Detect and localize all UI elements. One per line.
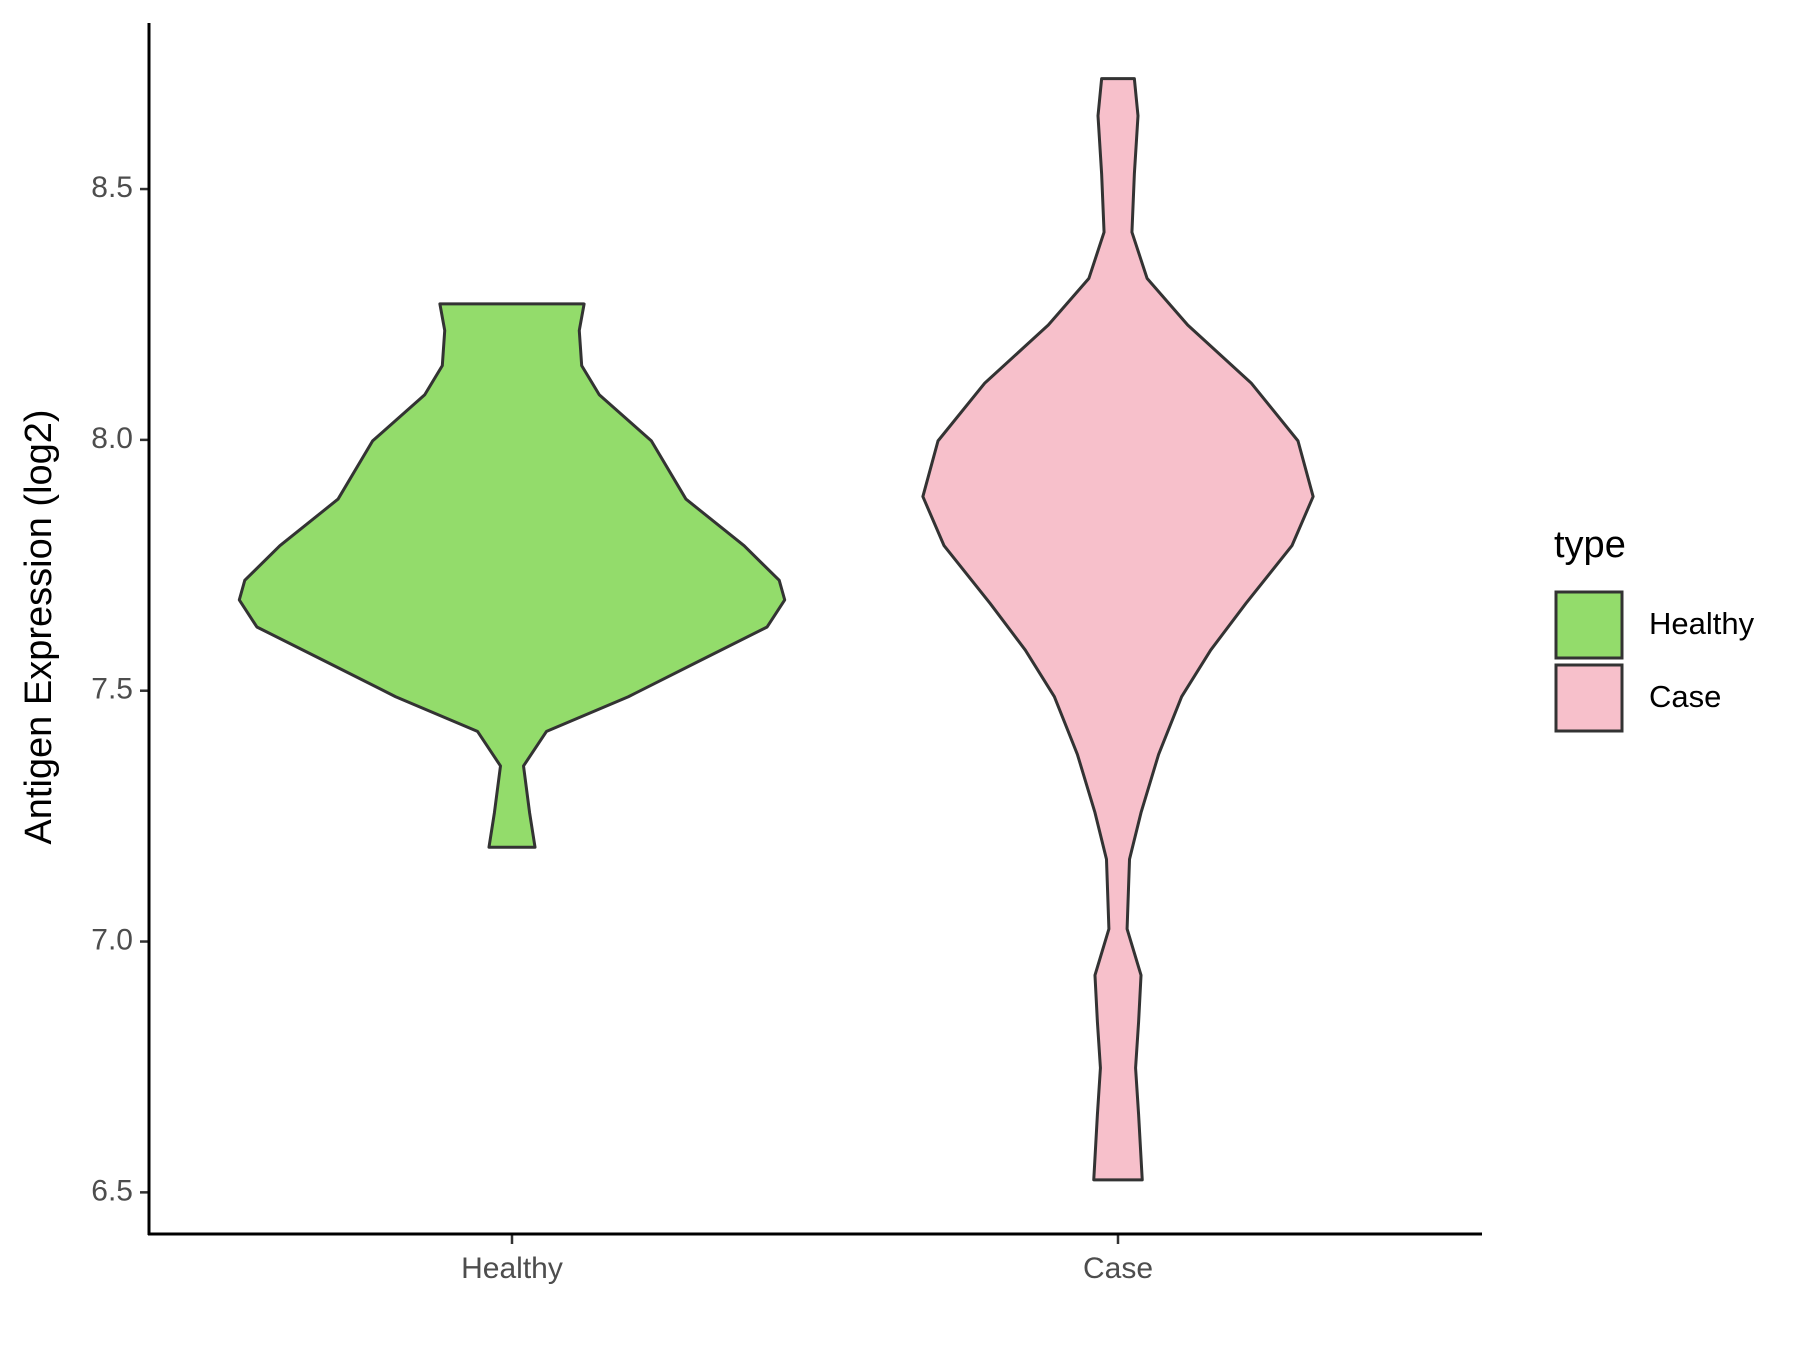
legend-key <box>1554 590 1624 660</box>
legend-label: Case <box>1649 679 1721 714</box>
y-tick-label: 8.5 <box>91 171 133 204</box>
x-tick-label: Healthy <box>461 1252 563 1285</box>
legend-title: type <box>1554 524 1626 566</box>
violin <box>237 302 787 849</box>
legend-key <box>1554 663 1624 733</box>
y-tick-label: 7.5 <box>91 673 133 706</box>
x-tick-label: Case <box>1083 1252 1153 1285</box>
legend-label: Healthy <box>1649 606 1755 641</box>
y-axis-title: Antigen Expression (log2) <box>18 409 60 844</box>
y-tick-label: 8.0 <box>91 422 133 455</box>
violin <box>921 77 1315 1182</box>
y-tick-label: 7.0 <box>91 923 133 956</box>
y-tick-label: 6.5 <box>91 1174 133 1207</box>
